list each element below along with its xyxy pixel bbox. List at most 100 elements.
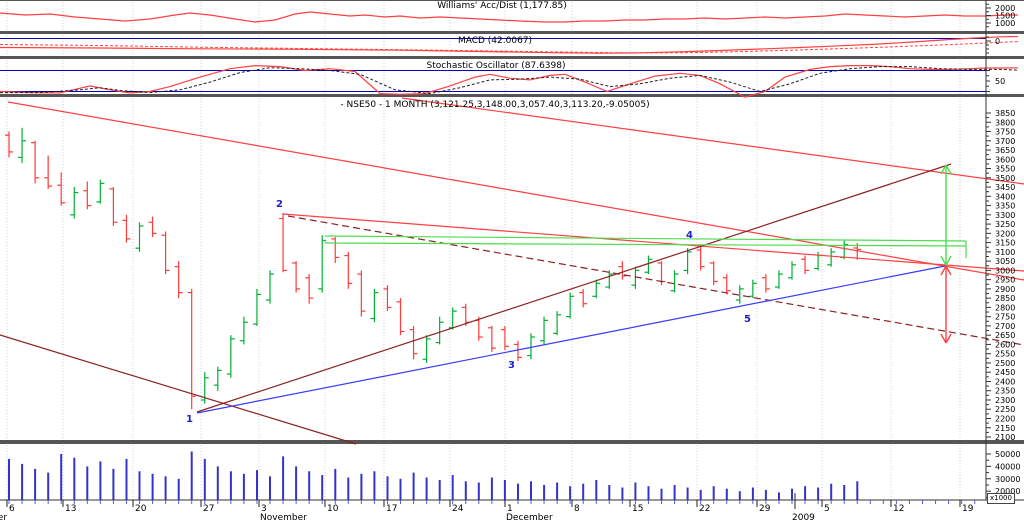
axis-label: 2300 — [995, 396, 1015, 405]
wave-label-2: 2 — [276, 199, 283, 210]
axis-label: 2350 — [995, 387, 1015, 396]
ohlc-bar — [592, 279, 601, 299]
wave-label-3: 3 — [508, 360, 515, 371]
axis-label: 2500 — [995, 359, 1015, 368]
wave-label-1: 1 — [186, 414, 193, 425]
month-label: December — [506, 513, 553, 521]
ohlc-bar — [788, 261, 796, 280]
axis-label: 2450 — [995, 368, 1015, 377]
date-label: 29 — [759, 504, 771, 514]
ohlc-bar — [631, 266, 640, 289]
ohlc-bar — [670, 270, 679, 293]
ohlc-bar — [709, 261, 718, 286]
axis-label: 2950 — [995, 276, 1015, 285]
trendline-channel-green-top — [324, 235, 967, 242]
ohlc-bar — [553, 311, 562, 336]
wave-label-4: 4 — [686, 230, 693, 241]
date-label: 22 — [699, 504, 710, 514]
axis-label: 40000 — [995, 462, 1020, 471]
ohlc-bar — [266, 270, 274, 304]
axis-label: 2600 — [995, 340, 1015, 349]
axis-label: 2700 — [995, 322, 1015, 331]
axis-label: 2900 — [995, 285, 1015, 294]
month-label: October — [0, 513, 7, 521]
ohlc-bar — [44, 155, 53, 189]
macd-line — [0, 35, 1019, 54]
date-label: 13 — [65, 504, 76, 514]
axis-label: 3250 — [995, 220, 1015, 229]
ohlc-bar — [540, 316, 549, 345]
axis-label: 2850 — [995, 294, 1015, 303]
date-label: 10 — [327, 504, 339, 514]
ohlc-bar — [109, 187, 118, 226]
macd-signal-line — [0, 41, 1019, 54]
date-label: 24 — [452, 504, 464, 514]
axis-label: 2750 — [995, 313, 1015, 322]
stoch-d-line — [0, 66, 1019, 95]
y-axis: 2000150010000503850380037503700365036003… — [985, 0, 1020, 500]
axis-label: 2550 — [995, 350, 1015, 359]
axis-label: 3800 — [995, 118, 1015, 127]
axis-label: 2200 — [995, 414, 1015, 423]
ohlc-bar — [357, 270, 366, 317]
axis-label: 50 — [995, 77, 1005, 86]
ohlc-bar — [187, 288, 196, 410]
panel-title-macd: MACD (42.0067) — [457, 36, 533, 46]
ohlc-bar — [213, 366, 222, 391]
stoch-k-line — [0, 64, 1019, 98]
axis-label: 3400 — [995, 192, 1015, 201]
ohlc-bar — [487, 325, 496, 352]
date-label: 19 — [962, 504, 974, 514]
ohlc-bar — [566, 292, 575, 319]
wave-label-5: 5 — [744, 314, 751, 325]
ohlc-bar — [527, 333, 535, 360]
ohlc-bar — [644, 255, 653, 275]
ohlc-bar — [18, 127, 27, 163]
axis-label: 2100 — [995, 433, 1015, 442]
axis-label: 1000 — [995, 19, 1015, 28]
ohlc-bar — [331, 237, 340, 263]
ohlc-bar — [605, 270, 614, 289]
volume-scale-label: x1000 — [987, 493, 1015, 504]
ohlc-bar — [761, 274, 770, 293]
panel-title-williams: Williams' Acc/Dist (1,177.85) — [437, 1, 567, 11]
date-label: 17 — [386, 504, 397, 514]
gridlines — [6, 2, 961, 500]
ohlc-bar — [318, 235, 327, 293]
axis-label: 3600 — [995, 155, 1015, 164]
axis-label: 2000 — [995, 4, 1015, 13]
williams-line — [0, 11, 1018, 23]
axis-label: 20000 — [995, 487, 1020, 496]
ohlc-bar — [135, 222, 144, 252]
date-label: 5 — [824, 504, 830, 514]
ohlc-bar — [5, 131, 13, 158]
ohlc-bar — [422, 335, 431, 363]
ohlc-bar — [722, 274, 731, 295]
year-label: 2009 — [792, 513, 815, 521]
axis-label: 3000 — [995, 266, 1015, 275]
axis-label: 3200 — [995, 229, 1015, 238]
date-label: 12 — [893, 504, 904, 514]
axis-label: 2250 — [995, 405, 1015, 414]
axis-label: 3850 — [995, 109, 1015, 118]
axis-label: 0 — [995, 37, 1000, 46]
axis-label: 3350 — [995, 202, 1015, 211]
axis-label: 2150 — [995, 424, 1015, 433]
axis-label: 3550 — [995, 165, 1015, 174]
ohlc-bar — [344, 251, 353, 289]
ohlc-bar — [383, 285, 392, 312]
ohlc-bar — [122, 214, 131, 243]
date-label: 20 — [135, 504, 147, 514]
trendline-uptrend-maroon — [196, 163, 952, 413]
ohlc-bar — [226, 335, 235, 378]
trendline-resistance-upper — [401, 97, 1024, 185]
ohlc-bar — [409, 325, 418, 360]
trendlines — [0, 97, 1024, 445]
axis-label: 3500 — [995, 174, 1015, 183]
ohlc-bar — [239, 316, 248, 345]
ohlc-bar — [83, 181, 92, 210]
ohlc-bar — [200, 372, 209, 404]
wave-labels: 1 2 3 4 5 — [186, 199, 751, 425]
